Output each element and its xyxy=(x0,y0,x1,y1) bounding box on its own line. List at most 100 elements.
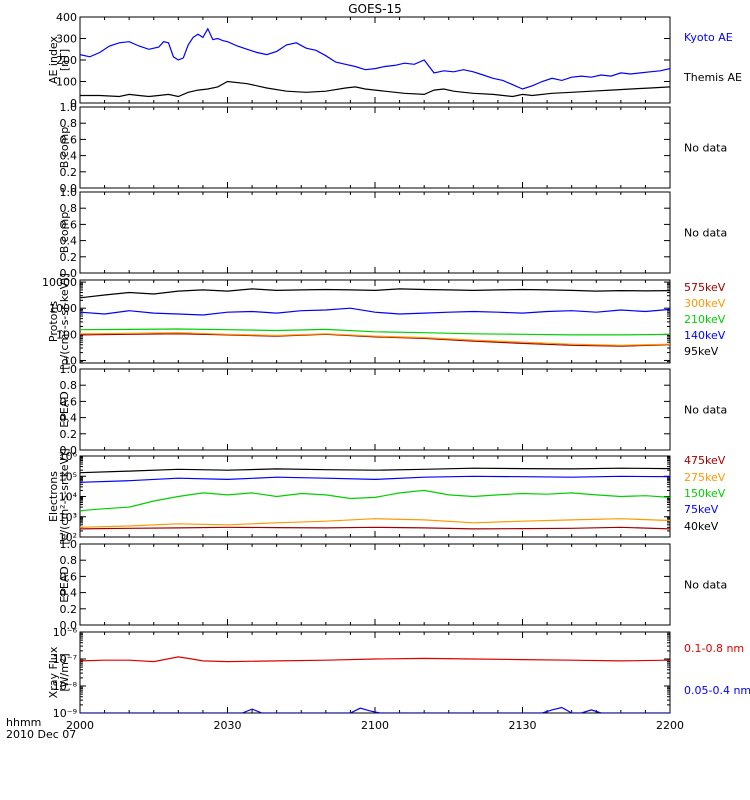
series-line-0-05-0-4-nm xyxy=(80,706,670,713)
y-tick-label: 0 xyxy=(70,97,77,110)
y-tick-label: 0.4 xyxy=(60,412,78,425)
legend-entry: 475keV xyxy=(684,454,726,467)
y-tick-label: 1.0 xyxy=(60,363,78,376)
y-tick-label: 0.6 xyxy=(60,570,78,583)
legend-entry: 275keV xyxy=(684,471,726,484)
x-tick-label: 2000 xyxy=(66,719,94,732)
y-tick-label: 0.0 xyxy=(60,267,78,280)
no-data-label: No data xyxy=(684,404,727,417)
y-tick-label: 10⁻⁹ xyxy=(53,707,77,720)
panel-epead1: 0.0 0.2 0.4 0.6 0.8 1.0 EPEAD No data xyxy=(58,363,727,457)
x-tick-label: 2130 xyxy=(509,719,537,732)
y-tick-label: 1.0 xyxy=(60,186,78,199)
series-line-0-1-0-8-nm xyxy=(80,656,670,663)
y-axis-label: Protons xyxy=(47,301,60,342)
y-tick-label: 10⁴ xyxy=(59,491,78,504)
y-tick-label: 10² xyxy=(59,531,77,544)
no-data-label: No data xyxy=(684,579,727,592)
y-tick-label: 0.4 xyxy=(60,235,78,248)
series-line-140kev xyxy=(80,307,670,316)
legend-entry: 0.05-0.4 nm xyxy=(684,684,750,697)
x-axis-label-date: 2010 Dec 07 xyxy=(6,728,76,741)
legend-entry: 150keV xyxy=(684,487,726,500)
x-tick-label: 2100 xyxy=(361,719,389,732)
panel-frame xyxy=(79,631,671,714)
series-line-300kev xyxy=(80,332,670,346)
y-axis-label: [W/m²] xyxy=(58,653,71,691)
x-tick-label: 2030 xyxy=(214,719,242,732)
panel-frame xyxy=(79,368,671,451)
panel-frame xyxy=(79,106,671,189)
y-tick-label: 0.2 xyxy=(60,428,78,441)
y-tick-label: 0.2 xyxy=(60,603,78,616)
no-data-label: No data xyxy=(684,227,727,240)
legend-entry: 95keV xyxy=(684,345,719,358)
y-tick-label: 0.6 xyxy=(60,218,78,231)
y-axis-label: EPEAD xyxy=(58,391,71,428)
series-line-40kev xyxy=(80,467,670,474)
y-axis-label: [e/(cm²-s-sr-keV)] xyxy=(58,448,71,544)
y-tick-label: 1000 xyxy=(49,302,77,315)
y-tick-label: 100 xyxy=(56,328,77,341)
y-tick-label: 1.0 xyxy=(60,538,78,551)
series-line-275kev xyxy=(80,518,670,528)
legend-entry: 575keV xyxy=(684,281,726,294)
series-line-210kev xyxy=(80,328,670,336)
legend-entry: Kyoto AE xyxy=(684,31,733,44)
y-axis-label: AE index xyxy=(47,35,60,84)
panel-frame xyxy=(79,191,671,274)
legend-entry: 140keV xyxy=(684,329,726,342)
y-tick-label: 0.8 xyxy=(60,202,78,215)
y-tick-label: 0.8 xyxy=(60,554,78,567)
y-tick-label: 0.0 xyxy=(60,444,78,457)
panel-epead2: 0.0 0.2 0.4 0.6 0.8 1.0 EPEAD No data xyxy=(58,538,727,632)
y-tick-label: 0.6 xyxy=(60,133,78,146)
y-tick-label: 1.0 xyxy=(60,101,78,114)
y-axis-label: B comp xyxy=(58,212,71,254)
y-tick-label: 300 xyxy=(56,33,77,46)
series-line-475kev xyxy=(80,526,670,530)
y-axis-label: Electrons xyxy=(47,471,60,522)
series-line-kyoto-ae xyxy=(80,27,670,90)
y-tick-label: 10⁻⁷ xyxy=(53,653,77,666)
y-axis-label: Xray Flux xyxy=(47,646,60,698)
y-tick-label: 0.6 xyxy=(60,395,78,408)
series-line-150kev xyxy=(80,489,670,512)
y-tick-label: 0.4 xyxy=(60,150,78,163)
legend-entry: 300keV xyxy=(684,297,726,310)
y-tick-label: 10⁶ xyxy=(59,450,78,463)
y-tick-label: 10⁵ xyxy=(59,470,77,483)
y-axis-label: [p/(cm²-s-sr-keV)] xyxy=(58,273,71,370)
y-tick-label: 0.8 xyxy=(60,117,78,130)
legend-entry: 210keV xyxy=(684,313,726,326)
series-line-themis-ae xyxy=(80,80,670,98)
y-tick-label: 10⁻⁸ xyxy=(53,680,78,693)
y-tick-label: 0.4 xyxy=(60,587,78,600)
panel-xray: 10⁻⁹ 10⁻⁸ 10⁻⁷ 10⁻⁶ Xray Flux[W/m²] 0.1-0.8 n… xyxy=(47,626,750,720)
y-tick-label: 0.0 xyxy=(60,619,78,632)
legend-entry: 75keV xyxy=(684,503,719,516)
legend-entry: 0.1-0.8 nm xyxy=(684,642,744,655)
y-tick-label: 100 xyxy=(56,76,77,89)
x-axis-label-hhmm: hhmm xyxy=(6,716,41,729)
y-tick-label: 0.2 xyxy=(60,166,78,179)
y-tick-label: 10000 xyxy=(42,276,77,289)
y-tick-label: 400 xyxy=(56,11,77,24)
series-line-95kev xyxy=(80,288,670,299)
panel-b2: 0.0 0.2 0.4 0.6 0.8 1.0 B comp No data xyxy=(58,186,727,280)
x-tick-label: 2200 xyxy=(656,719,684,732)
panel-protons: 10 100 1000 10000 Protons[p/(cm²-s-sr-keV)] 5… xyxy=(42,273,726,370)
y-axis-label: B comp xyxy=(58,127,71,169)
y-tick-label: 10 xyxy=(63,354,77,367)
chart-title: GOES-15 xyxy=(348,2,402,16)
panel-b1: 0.0 0.2 0.4 0.6 0.8 1.0 B comp No data xyxy=(58,101,727,195)
y-tick-label: 10³ xyxy=(59,511,77,524)
panel-frame xyxy=(79,455,671,538)
no-data-label: No data xyxy=(684,142,727,155)
y-axis-label: [nT] xyxy=(58,49,71,71)
legend-entry: Themis AE xyxy=(683,71,742,84)
legend-entry: 40keV xyxy=(684,520,719,533)
series-line-75kev xyxy=(80,475,670,483)
y-axis-label: EPEAD xyxy=(58,566,71,603)
